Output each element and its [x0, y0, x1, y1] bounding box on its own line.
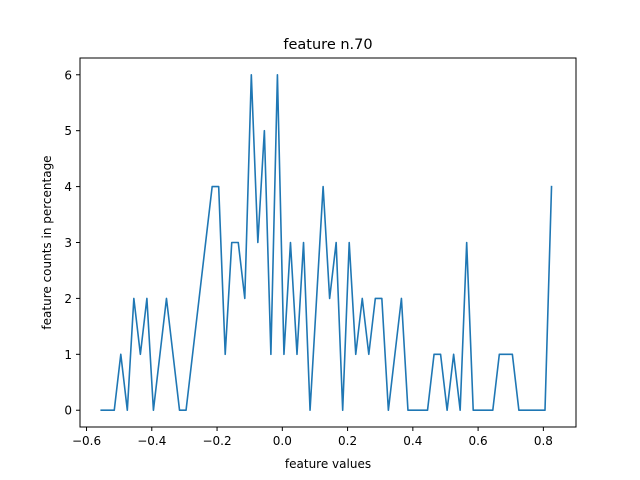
y-tick-label: 2 [64, 292, 72, 306]
x-tick-label: 0.6 [469, 434, 488, 448]
x-tick-label: 0.4 [403, 434, 422, 448]
x-tick-label: −0.4 [137, 434, 166, 448]
x-tick-label: 0.2 [338, 434, 357, 448]
x-tick-label: 0.8 [534, 434, 553, 448]
x-axis-label: feature values [285, 457, 371, 471]
y-tick-label: 1 [64, 348, 72, 362]
x-tick-label: −0.2 [202, 434, 231, 448]
y-axis-ticks: 0 1 2 3 4 5 6 [64, 68, 80, 418]
axes-frame [79, 57, 577, 428]
y-tick-label: 4 [64, 180, 72, 194]
y-axis-label: feature counts in percentage [40, 155, 54, 329]
y-tick-label: 3 [64, 236, 72, 250]
y-tick-label: 5 [64, 124, 72, 138]
y-tick-label: 0 [64, 404, 72, 418]
plot-layer [100, 73, 553, 412]
series-line-0 [100, 73, 553, 412]
chart-title: feature n.70 [283, 37, 372, 53]
x-axis-ticks: −0.6 −0.4 −0.2 0.0 0.2 0.4 0.6 0.8 [72, 427, 553, 448]
y-tick-label: 6 [64, 68, 72, 82]
x-tick-label: 0.0 [273, 434, 292, 448]
x-tick-label: −0.6 [72, 434, 101, 448]
